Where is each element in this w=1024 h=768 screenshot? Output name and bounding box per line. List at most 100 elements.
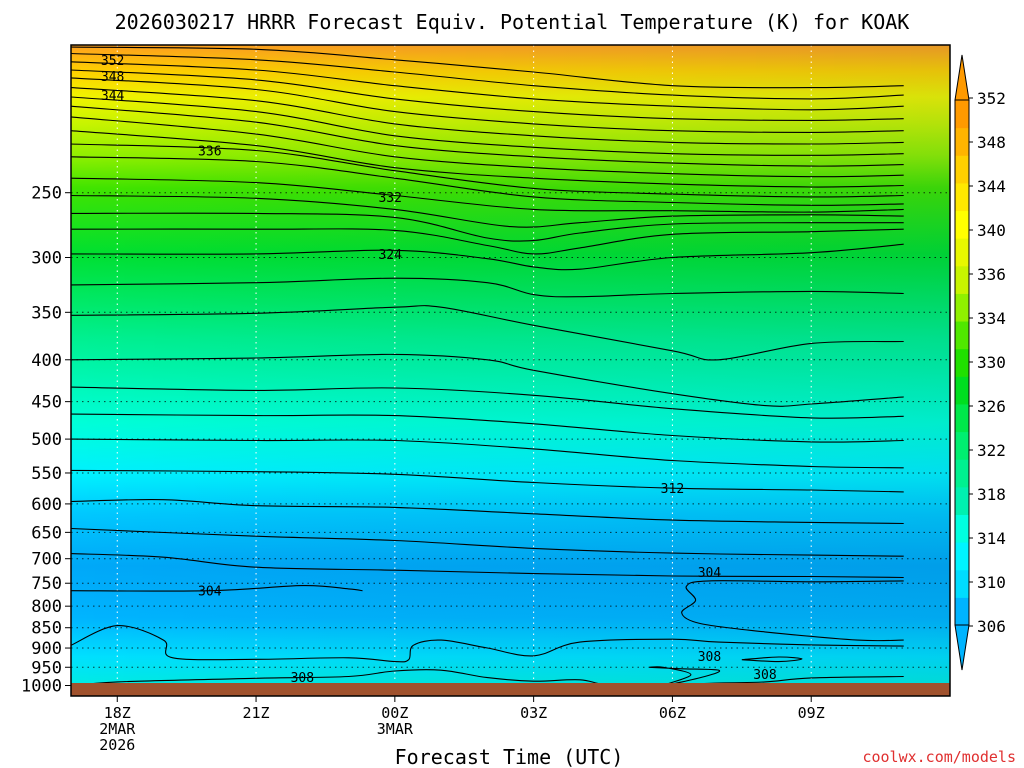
contour-line [71,143,904,198]
contour-label: 352 [101,54,124,69]
contour-line [71,625,904,663]
colorbar-label: 336 [977,265,1006,284]
y-tick-label: 600 [31,495,62,515]
y-tick-label: 650 [31,523,62,543]
contour-label: 308 [753,668,776,683]
contour-line [71,96,904,156]
colorbar-swatch [955,376,969,405]
contour-label: 336 [198,144,221,159]
contour-line [71,438,904,469]
contour-label: 344 [101,89,125,104]
colorbar-label: 330 [977,353,1006,372]
y-tick-label: 350 [31,303,62,323]
colorbar-swatch [955,431,969,460]
watermark: coolwx.com/models [862,748,1016,766]
colorbar-top-arrow [954,54,970,101]
contour-line [71,305,904,361]
y-tick-label: 950 [31,658,62,678]
contour-line [71,116,904,178]
contour-line [71,527,904,557]
colorbar-swatch [955,459,969,488]
colorbar-label: 322 [977,441,1006,460]
x-tick-label: 00Z [381,704,408,722]
contour-label: 308 [291,671,314,686]
x-tick-label: 2026 [99,736,135,754]
contour-label: 304 [698,566,722,581]
contour-line [71,228,904,255]
x-tick-label: 03Z [520,704,547,722]
contour-line [71,277,904,298]
x-tick-label: 21Z [243,704,270,722]
y-axis: 2503003504004505005506006507007508008509… [21,184,71,696]
contour-line [71,669,904,687]
contour-line [71,77,904,133]
contour-line [71,553,904,579]
colorbar-label: 340 [977,221,1006,240]
contour-line [71,61,904,111]
contour-label-text: 336 [198,144,221,159]
y-tick-label: 450 [31,393,62,413]
contour-line [71,52,904,100]
contour-line [71,194,904,228]
colorbar-label: 348 [977,133,1006,152]
colorbar-swatch [955,210,969,239]
contour-label-text: 312 [661,482,684,497]
contour-line [71,243,904,271]
colorbar-swatch [955,514,969,543]
contour-label-text: 308 [698,650,721,665]
contour-line [71,386,904,419]
contour-label: 304 [198,585,222,600]
colorbar-swatch [955,348,969,377]
contour-label-text: 348 [101,70,124,85]
x-tick-label: 18Z [104,704,131,722]
y-tick-label: 300 [31,249,62,269]
contour-line [71,469,904,493]
colorbar-swatch [955,569,969,598]
colorbar-label: 352 [977,89,1006,108]
contour-label-text: 352 [101,54,124,69]
colorbar-swatch [955,155,969,184]
contour-line [71,212,904,242]
ground-surface [71,683,950,696]
contour-label: 348 [101,70,124,85]
x-tick-label: 06Z [659,704,686,722]
contour-line [649,666,721,687]
y-tick-label: 700 [31,550,62,570]
colorbar-label: 326 [977,397,1006,416]
contour-label-text: 304 [698,566,722,581]
y-tick-label: 900 [31,639,62,659]
colorbar-swatch [955,265,969,294]
colorbar-bottom-arrow [954,624,970,671]
field-shading [71,45,950,696]
colorbar: 306 310 314 318 322 326 330 334 336 340 344 348 352 [954,54,1006,671]
contour-line [741,656,803,663]
chart-title: 2026030217 HRRR Forecast Equiv. Potentia… [115,10,910,34]
contour-label-text: 324 [378,248,402,263]
contour-line [71,105,904,167]
y-tick-label: 850 [31,619,62,639]
colorbar-swatch [955,597,969,626]
contour-line [71,130,904,188]
y-tick-label: 750 [31,574,62,594]
contour-line [681,580,904,642]
contour-label: 324 [378,248,402,263]
contour-line [71,69,904,121]
contour-label: 332 [378,191,401,206]
colorbar-label: 344 [977,177,1006,196]
plot-area [71,45,950,696]
colorbar-swatch [955,403,969,433]
colorbar-swatch [955,542,969,571]
contour-line [71,499,904,525]
contour-line [71,413,904,443]
contour-line [71,177,904,213]
colorbar-label: 310 [977,573,1006,592]
colorbar-label: 306 [977,617,1006,636]
y-tick-label: 550 [31,464,62,484]
contour-line [71,585,363,592]
contour-label-text: 344 [101,89,125,104]
y-tick-label: 500 [31,430,62,450]
y-tick-label: 800 [31,597,62,617]
